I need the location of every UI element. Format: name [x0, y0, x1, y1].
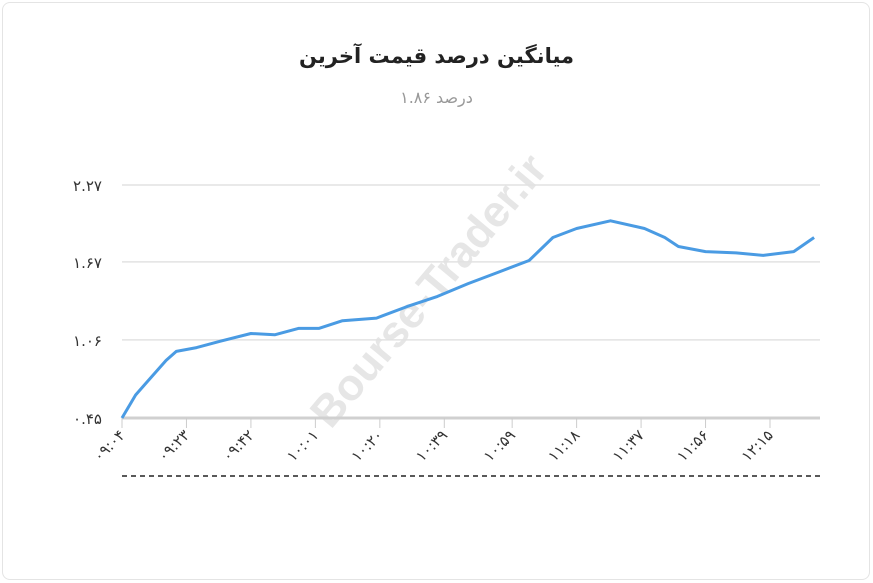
x-tick-label: ۱۰:۲۰ [348, 426, 387, 465]
y-tick-label: ۲.۲۷ [73, 177, 102, 195]
watermark: Bourse-Trader.ir [301, 145, 557, 437]
x-tick-label: ۱۱:۵۶ [673, 426, 712, 465]
chart-subtitle: درصد ۱.۸۶ [400, 88, 473, 107]
x-tick-label: ۰۹:۲۳ [154, 426, 193, 465]
x-tick-label: ۱۰:۰۱ [283, 426, 322, 465]
x-tick-label: ۱۲:۱۵ [738, 426, 777, 465]
x-tick-label: ۱۰:۵۹ [480, 426, 519, 465]
y-tick-label: ۱.۰۶ [73, 332, 102, 350]
x-tick-label: ۱۱:۳۷ [609, 426, 648, 465]
y-tick-label: ۱.۶۷ [73, 254, 102, 272]
chart-title: میانگین درصد قیمت آخرین [298, 44, 575, 68]
x-tick-label: ۰۹:۴۲ [219, 426, 258, 465]
x-tick-label: ۱۰:۳۹ [412, 426, 451, 465]
series-line [120, 219, 815, 419]
x-tick-label: ۱۱:۱۸ [544, 426, 583, 465]
y-tick-label: ۰.۴۵ [73, 410, 102, 428]
x-tick-label: ۰۹:۰۴ [90, 426, 129, 465]
